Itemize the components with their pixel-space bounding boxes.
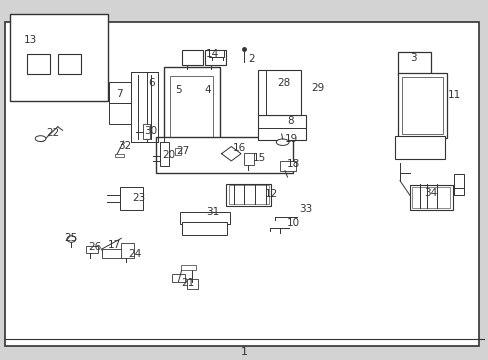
Text: 15: 15 (252, 153, 265, 163)
Bar (205, 50, 225, 65)
Bar (397, 52, 430, 75)
Bar (182, 50, 203, 65)
Ellipse shape (67, 236, 76, 242)
Bar (186, 279, 197, 289)
Bar (27, 54, 50, 74)
Bar (397, 73, 447, 138)
Text: 5: 5 (175, 85, 182, 95)
Text: 21: 21 (181, 278, 195, 288)
Text: 4: 4 (204, 85, 211, 95)
Text: 25: 25 (64, 233, 78, 243)
Text: 23: 23 (132, 193, 146, 203)
Bar (10, 14, 107, 101)
Text: 7: 7 (116, 89, 123, 99)
Bar (280, 161, 295, 171)
Bar (182, 222, 227, 235)
Bar (180, 212, 229, 224)
Text: 19: 19 (284, 134, 297, 144)
Bar (109, 82, 130, 124)
Text: 30: 30 (144, 126, 157, 136)
Bar (115, 154, 123, 157)
Bar (58, 54, 81, 74)
Text: 31: 31 (205, 207, 219, 217)
Text: 27: 27 (176, 146, 190, 156)
Text: 13: 13 (23, 35, 37, 45)
Ellipse shape (35, 136, 46, 141)
Bar (409, 185, 452, 210)
Text: 29: 29 (310, 83, 324, 93)
Bar (160, 142, 169, 166)
Text: 17: 17 (108, 240, 122, 250)
Bar (226, 184, 271, 206)
Text: 28: 28 (276, 78, 290, 88)
Text: 3: 3 (409, 53, 416, 63)
Bar (5, 22, 478, 346)
Bar (181, 265, 195, 270)
Text: 8: 8 (287, 116, 294, 126)
Text: 2: 2 (248, 54, 255, 64)
Bar (120, 187, 142, 210)
Bar (170, 76, 213, 137)
Bar (175, 148, 181, 155)
Bar (163, 67, 220, 144)
Text: 22: 22 (46, 128, 60, 138)
Bar (102, 249, 122, 258)
Text: 18: 18 (286, 159, 300, 169)
Text: 26: 26 (88, 242, 102, 252)
Text: 1: 1 (241, 347, 247, 357)
Bar (258, 70, 301, 115)
Text: 6: 6 (148, 78, 155, 88)
Text: 12: 12 (264, 189, 278, 199)
Text: 16: 16 (232, 143, 246, 153)
Ellipse shape (276, 139, 288, 145)
Text: 10: 10 (286, 218, 299, 228)
Bar (243, 153, 254, 165)
Bar (394, 136, 444, 159)
Bar (228, 185, 268, 204)
Text: 14: 14 (205, 49, 219, 59)
Text: 24: 24 (127, 249, 141, 259)
Text: 20: 20 (162, 150, 175, 160)
Text: 32: 32 (118, 141, 131, 151)
Bar (172, 274, 184, 282)
Bar (402, 77, 442, 134)
Bar (411, 187, 449, 208)
Text: 33: 33 (298, 204, 312, 214)
Bar (86, 246, 98, 253)
Bar (156, 137, 293, 173)
Bar (258, 115, 305, 140)
Bar (209, 50, 224, 57)
Bar (453, 174, 463, 195)
Text: 34: 34 (423, 188, 436, 198)
Bar (143, 124, 149, 139)
Bar (121, 243, 134, 258)
Text: 11: 11 (447, 90, 461, 100)
